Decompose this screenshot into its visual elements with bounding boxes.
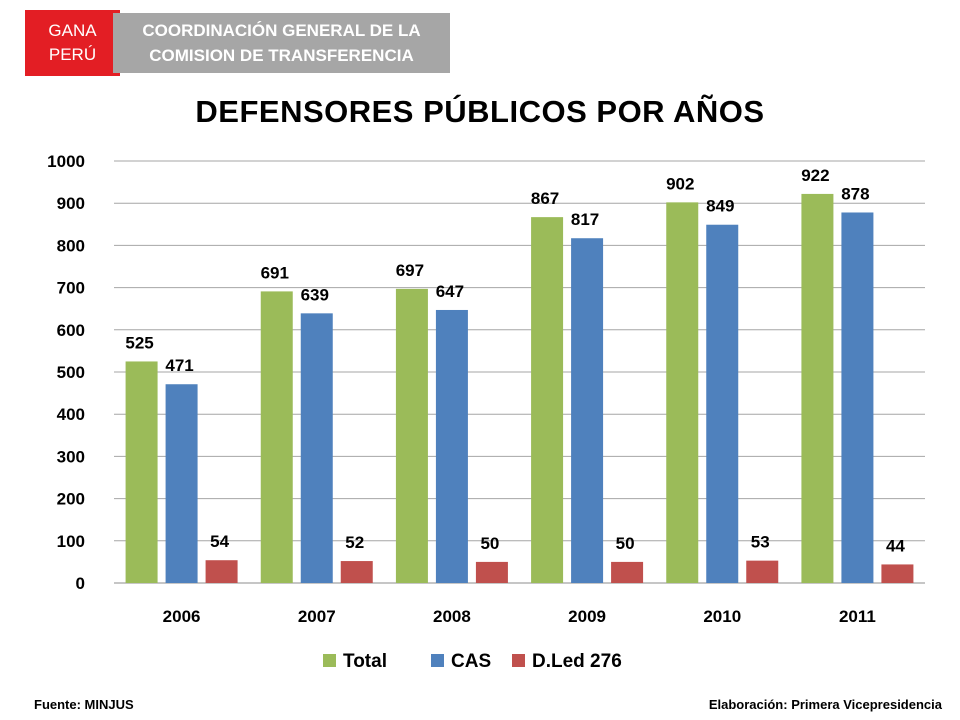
y-tick-label: 500 — [57, 363, 85, 382]
org-line-1: COORDINACIÓN GENERAL DE LA — [142, 21, 421, 40]
y-tick-label: 700 — [57, 279, 85, 298]
data-label: 922 — [801, 166, 829, 185]
legend-label: CAS — [451, 651, 491, 672]
bar — [475, 561, 508, 583]
x-tick-label: 2008 — [433, 607, 471, 626]
gana-peru-badge: GANA PERÚ — [25, 10, 120, 76]
data-label: 647 — [436, 282, 464, 301]
bar — [395, 288, 428, 583]
bar — [340, 561, 373, 583]
data-label: 50 — [616, 534, 635, 553]
data-label: 867 — [531, 189, 559, 208]
legend-swatch — [431, 654, 444, 667]
y-tick-label: 0 — [76, 574, 85, 593]
y-tick-label: 1000 — [47, 152, 85, 171]
y-tick-label: 400 — [57, 405, 85, 424]
credit-note: Elaboración: Primera Vicepresidencia — [708, 697, 942, 712]
x-tick-label: 2009 — [568, 607, 606, 626]
legend-swatch — [323, 654, 336, 667]
bar — [841, 212, 874, 583]
legend-label: Total — [343, 651, 387, 672]
bar — [435, 309, 468, 583]
bar — [531, 217, 564, 583]
bar — [165, 384, 198, 583]
data-label: 639 — [301, 285, 329, 304]
bar — [666, 202, 699, 583]
data-label: 697 — [396, 261, 424, 280]
source-note: Fuente: MINJUS — [34, 697, 134, 712]
bar — [881, 564, 914, 583]
x-tick-label: 2007 — [298, 607, 336, 626]
bar — [571, 238, 604, 583]
bar — [801, 193, 834, 583]
y-tick-label: 600 — [57, 321, 85, 340]
data-label: 44 — [886, 536, 905, 555]
y-tick-label: 300 — [57, 447, 85, 466]
bar — [746, 560, 779, 583]
data-label: 878 — [841, 184, 869, 203]
data-label: 471 — [165, 356, 193, 375]
data-label: 54 — [210, 532, 229, 551]
y-tick-label: 800 — [57, 236, 85, 255]
x-tick-label: 2010 — [703, 607, 741, 626]
org-banner: COORDINACIÓN GENERAL DE LA COMISION DE T… — [113, 13, 450, 73]
badge-line-2: PERÚ — [48, 45, 97, 64]
data-label: 53 — [751, 533, 770, 552]
data-label: 50 — [480, 534, 499, 553]
data-label: 849 — [706, 197, 734, 216]
data-label: 525 — [125, 333, 153, 352]
chart-title: DEFENSORES PÚBLICOS POR AÑOS — [195, 94, 765, 129]
data-label: 817 — [571, 210, 599, 229]
bar — [125, 361, 158, 583]
x-tick-label: 2006 — [163, 607, 201, 626]
legend-swatch — [512, 654, 525, 667]
data-label: 691 — [261, 263, 289, 282]
bar — [300, 313, 333, 583]
badge-line-1: GANA — [48, 21, 97, 40]
data-label: 902 — [666, 174, 694, 193]
bar — [706, 224, 739, 584]
bar — [611, 561, 644, 583]
bar — [260, 291, 293, 583]
y-tick-label: 200 — [57, 490, 85, 509]
y-tick-label: 100 — [57, 532, 85, 551]
y-tick-label: 900 — [57, 194, 85, 213]
legend-label: D.Led 276 — [532, 651, 622, 672]
org-line-2: COMISION DE TRANSFERENCIA — [149, 46, 414, 65]
x-tick-label: 2011 — [839, 607, 876, 626]
data-label: 52 — [345, 533, 364, 552]
bar — [205, 560, 238, 583]
